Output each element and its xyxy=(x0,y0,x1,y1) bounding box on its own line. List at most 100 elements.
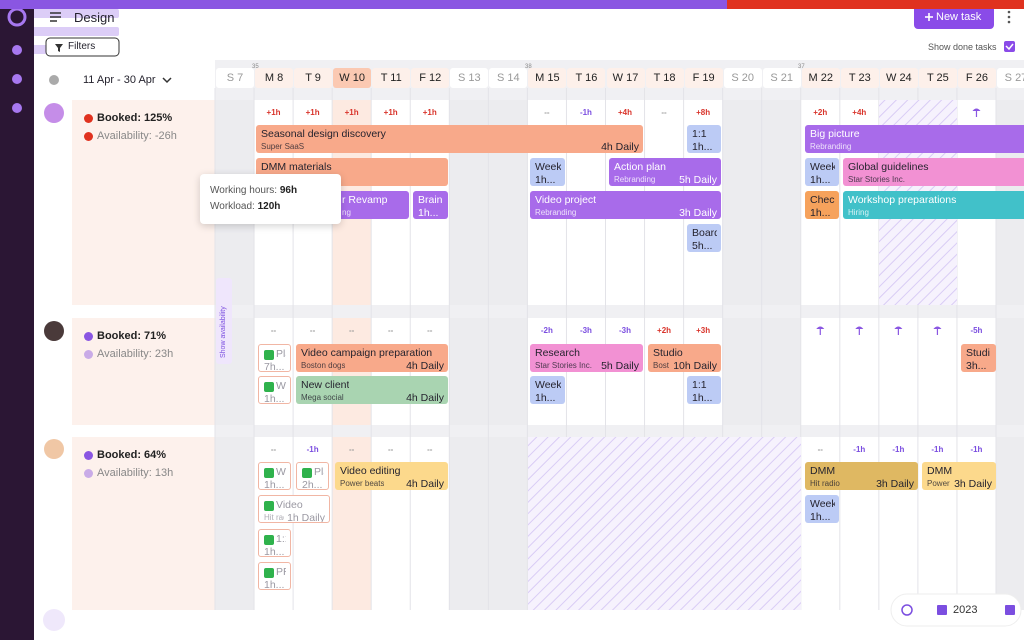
task-card[interactable]: Global guidelines Star Stories Inc. xyxy=(843,158,1024,186)
save-button[interactable] xyxy=(1005,605,1015,615)
task-card[interactable]: 1:11h... xyxy=(258,529,291,557)
task-title: Week xyxy=(810,161,835,173)
task-card[interactable]: DMM Power 3h Daily xyxy=(922,462,996,490)
task-card[interactable]: Studi 3h... xyxy=(961,344,996,372)
info-row: Availability: 23h xyxy=(84,348,173,360)
task-title: 1:1 xyxy=(276,533,286,545)
task-card[interactable]: Workshop preparations Hiring xyxy=(843,191,1024,219)
task-card[interactable]: Week 1h... xyxy=(805,495,839,523)
day-cell xyxy=(215,437,255,610)
task-card[interactable]: Seasonal design discovery Super SaaS 4h Da… xyxy=(256,125,643,153)
day-header: S 20 xyxy=(723,68,762,88)
logo[interactable] xyxy=(7,7,27,27)
day-cell xyxy=(996,437,1024,610)
task-title-row: Video editing xyxy=(340,465,444,478)
task-hours: 3h Daily xyxy=(954,478,992,490)
day-header: F 26 xyxy=(957,68,996,88)
task-title: Video campaign preparation xyxy=(301,347,433,359)
task-title-row: Brain xyxy=(418,194,444,207)
task-meta: Hiring xyxy=(848,207,1024,219)
more-button[interactable] xyxy=(1007,10,1011,24)
done-check xyxy=(302,467,312,478)
task-meta: Hit radi1h Daily xyxy=(264,512,325,522)
task-meta: Star Stories Inc. xyxy=(848,174,1024,186)
task-meta: Power beats 4h Daily xyxy=(340,478,444,490)
done-check xyxy=(264,467,274,478)
task-meta: 1h... xyxy=(264,579,286,589)
task-client: ng xyxy=(342,208,351,217)
menu-icon[interactable] xyxy=(50,12,61,22)
show-done-label[interactable]: Show done tasks xyxy=(928,42,997,52)
info-text: Booked: 64% xyxy=(97,449,167,461)
new-task-label[interactable]: New task xyxy=(936,11,982,23)
hours-label: -- xyxy=(348,445,355,454)
task-card[interactable]: Video editing Power beats 4h Daily xyxy=(335,462,448,490)
task-card[interactable]: Week 1h... xyxy=(805,158,839,186)
zoom-button[interactable] xyxy=(901,604,913,616)
task-card[interactable]: Brain 1h... xyxy=(413,191,448,219)
task-card[interactable]: We1h... xyxy=(258,462,291,490)
task-card[interactable]: Check1h... xyxy=(805,191,839,219)
hours-label: -- xyxy=(427,445,433,454)
task-hours: 1h... xyxy=(692,392,713,404)
task-title-row: Week xyxy=(535,379,561,392)
task-title-row: Global guidelines xyxy=(848,161,1024,174)
task-card[interactable]: Action plan Rebranding 5h Daily xyxy=(609,158,721,186)
help-icon[interactable] xyxy=(12,103,22,113)
task-client: Power beats xyxy=(340,479,385,488)
side-tab[interactable] xyxy=(216,278,232,364)
tooltip-value: 96h xyxy=(279,185,298,196)
hours-label: +1h xyxy=(422,108,437,117)
task-title: Seasonal design discovery xyxy=(261,128,386,140)
task-card[interactable]: Week 1h... xyxy=(530,376,565,404)
day-header: S 13 xyxy=(450,68,489,88)
task-title-row: Workshop preparations xyxy=(848,194,1024,207)
task-card[interactable]: Board5h... xyxy=(687,224,721,252)
filters-label[interactable]: Filters xyxy=(68,41,96,52)
task-meta: 1h... xyxy=(264,546,286,556)
day-header: M 15 xyxy=(528,68,567,88)
task-card[interactable]: Pla2h... xyxy=(296,462,329,490)
task-card[interactable]: DMM Hit radio 3h Daily xyxy=(805,462,918,490)
task-card[interactable]: Video project Rebranding 3h Daily xyxy=(530,191,721,219)
filters-button[interactable] xyxy=(45,37,120,57)
hours-label: +3h xyxy=(696,326,711,335)
task-hours: 2h... xyxy=(302,479,323,490)
task-card[interactable]: New client Mega social 4h Daily xyxy=(296,376,448,404)
date-range[interactable]: 11 Apr - 30 Apr xyxy=(83,74,156,86)
side-tab-label[interactable]: Show availability xyxy=(220,306,227,358)
task-card[interactable]: Studio Bost 10h Daily xyxy=(648,344,721,372)
task-hours: 10h Daily xyxy=(673,360,717,372)
settings-icon[interactable] xyxy=(12,45,22,55)
day-header: T 25 xyxy=(918,68,957,88)
info-icon[interactable] xyxy=(49,75,59,85)
task-title-row: 1:1 xyxy=(692,379,717,392)
year-label[interactable]: 2023 xyxy=(953,604,978,616)
task-client: Power xyxy=(927,479,950,488)
task-meta: 1h... xyxy=(692,392,717,404)
task-card[interactable]: We1h... xyxy=(258,376,291,404)
people-icon[interactable] xyxy=(12,74,22,84)
add-user-button[interactable] xyxy=(43,609,65,631)
task-card[interactable]: Pla7h... xyxy=(258,344,291,372)
task-card[interactable]: PR1h... xyxy=(258,562,291,590)
status-icon xyxy=(84,349,93,359)
task-card[interactable]: Week 1h... xyxy=(530,158,565,186)
new-task-button[interactable] xyxy=(914,5,994,29)
task-meta: 3h... xyxy=(966,360,992,372)
task-card[interactable]: Video campaign preparation Boston dogs 4h … xyxy=(296,344,448,372)
task-title-row: We xyxy=(264,380,286,393)
task-meta: Star Stories Inc. 5h Daily xyxy=(535,360,639,372)
time-off-icon xyxy=(816,326,825,335)
hours-label: -- xyxy=(817,445,823,454)
task-meta: Mega social 4h Daily xyxy=(301,392,444,404)
task-card[interactable]: Research Star Stories Inc. 5h Daily xyxy=(530,344,643,372)
day-header: M 8 xyxy=(255,68,294,88)
task-card[interactable]: Big picture Rebranding xyxy=(805,125,1024,153)
range-chevron[interactable] xyxy=(162,77,172,84)
task-title-row: New client xyxy=(301,379,444,392)
